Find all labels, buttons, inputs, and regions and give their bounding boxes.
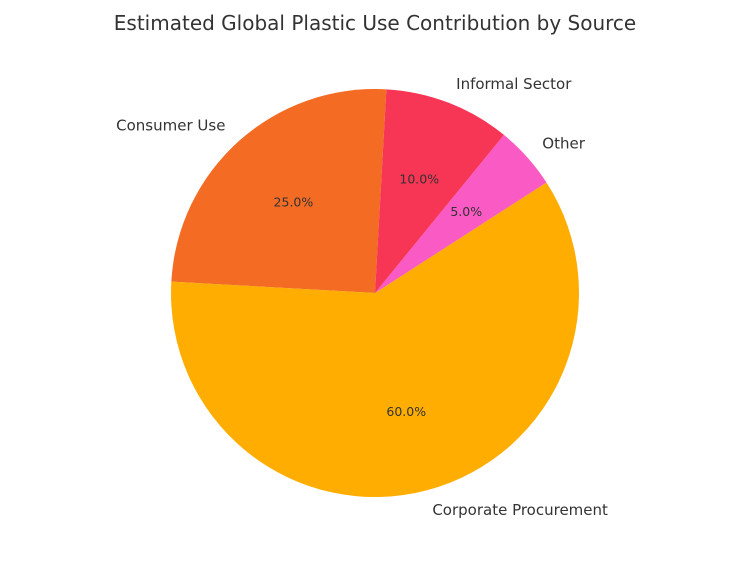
pie-percent-label-corporate-procurement: 60.0% <box>386 404 426 419</box>
pie-category-label-informal-sector: Informal Sector <box>456 75 572 93</box>
pie-category-label-corporate-procurement: Corporate Procurement <box>432 501 608 519</box>
pie-slice-informal-sector <box>375 89 504 293</box>
pie-category-label-other: Other <box>542 134 585 152</box>
chart-title: Estimated Global Plastic Use Contributio… <box>114 11 636 35</box>
pie-percent-labels: 25.0% 60.0% 5.0% 10.0% <box>274 171 483 418</box>
pie-slices <box>171 89 580 498</box>
pie-percent-label-informal-sector: 10.0% <box>399 171 439 186</box>
pie-category-labels: Consumer Use Corporate Procurement Other In… <box>116 75 608 519</box>
pie-slice-corporate-procurement <box>171 182 580 498</box>
pie-percent-label-consumer-use: 25.0% <box>274 194 314 209</box>
pie-category-label-consumer-use: Consumer Use <box>116 117 225 135</box>
pie-slice-consumer-use <box>171 89 387 294</box>
pie-slice-other <box>375 134 547 293</box>
pie-percent-label-other: 5.0% <box>450 204 482 219</box>
